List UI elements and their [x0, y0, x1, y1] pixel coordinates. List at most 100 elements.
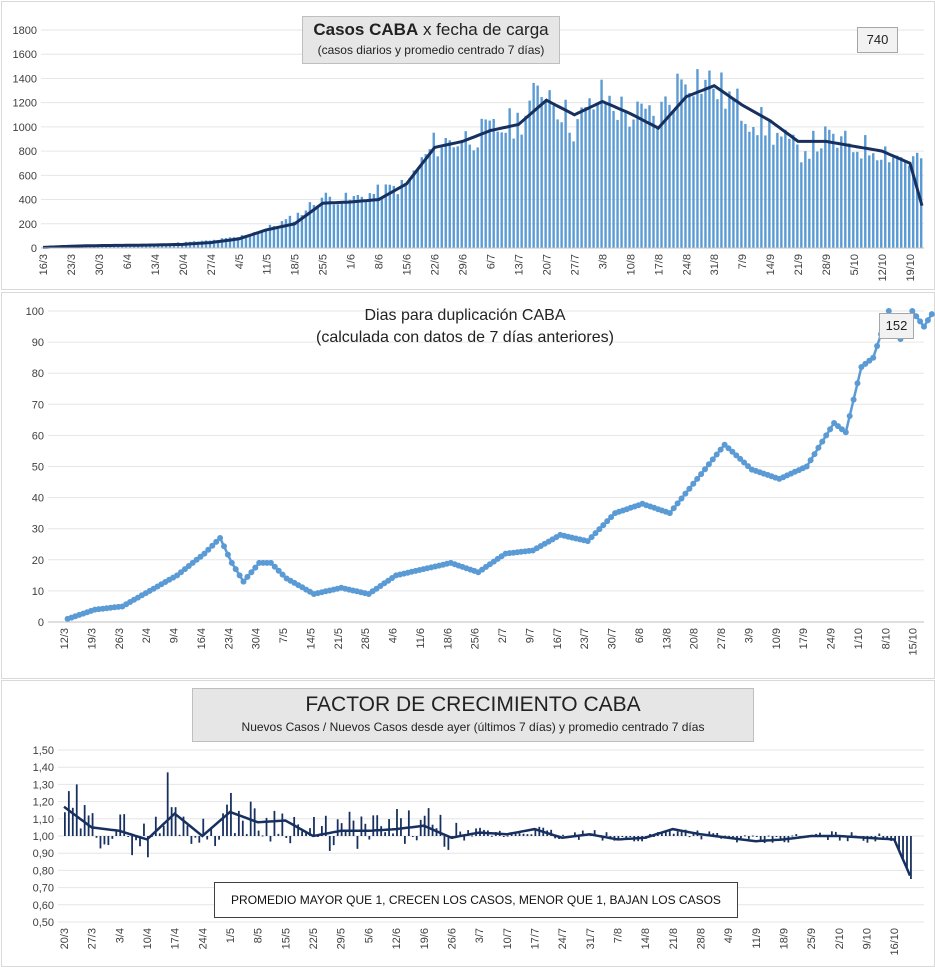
- casos-bar: [404, 183, 407, 248]
- casos-bar: [272, 226, 276, 248]
- casos-bar: [760, 107, 763, 248]
- factor-bar: [518, 833, 521, 836]
- casos-bar: [568, 132, 571, 248]
- factor-bar: [324, 815, 327, 836]
- casos-x-tick-label: 7/9: [737, 254, 749, 269]
- duplicacion-point: [584, 538, 591, 545]
- duplicacion-point: [870, 354, 877, 361]
- casos-bar: [628, 126, 631, 248]
- casos-bar: [916, 152, 919, 248]
- factor-bar: [372, 815, 375, 836]
- casos-bar: [436, 156, 439, 248]
- casos-x-tick-label: 19/10: [905, 254, 917, 282]
- casos-bar: [348, 199, 352, 248]
- factor-bar: [273, 810, 276, 836]
- casos-x-tick-label: 29/6: [458, 254, 470, 275]
- casos-bar: [548, 90, 551, 248]
- factor-bar: [79, 828, 82, 836]
- factor-bar: [388, 819, 390, 836]
- factor-bar: [166, 772, 169, 836]
- casos-bar: [696, 69, 699, 248]
- casos-bar: [880, 159, 883, 248]
- casos-x-tick-label: 22/6: [430, 254, 442, 275]
- casos-bar: [556, 119, 559, 248]
- casos-x-tick-label: 4/5: [234, 254, 246, 269]
- factor-x-tick-label: 3/7: [474, 928, 486, 943]
- casos-bar: [896, 155, 899, 248]
- casos-bar: [804, 151, 807, 248]
- casos-bar: [460, 142, 463, 248]
- casos-bar: [520, 134, 523, 248]
- factor-x-tick-label: 19/6: [419, 928, 431, 949]
- duplicacion-y-tick-label: 80: [32, 368, 44, 380]
- duplicacion-point: [702, 466, 708, 473]
- duplicacion-point: [874, 343, 881, 349]
- casos-bar: [476, 147, 479, 248]
- factor-bar: [471, 835, 473, 837]
- factor-bar: [237, 810, 240, 836]
- casos-x-tick-label: 17/8: [653, 254, 665, 275]
- factor-bar: [779, 836, 782, 841]
- duplicacion-point: [279, 571, 286, 578]
- duplicacion-x-tick-label: 13/8: [661, 628, 673, 649]
- duplicacion-y-tick-label: 50: [32, 462, 44, 474]
- duplicacion-point: [217, 535, 224, 541]
- casos-bar: [244, 235, 248, 248]
- casos-bar: [504, 132, 507, 248]
- casos-bar: [208, 240, 212, 248]
- factor-bar: [234, 833, 236, 836]
- duplicacion-point: [913, 313, 920, 320]
- casos-bar: [612, 110, 615, 248]
- casos-y-tick-label: 800: [19, 146, 37, 158]
- casos-bar: [432, 132, 435, 248]
- factor-bar: [190, 836, 193, 844]
- factor-x-tick-label: 17/4: [170, 928, 182, 949]
- casos-bar: [276, 226, 280, 248]
- duplicacion-x-tick-label: 20/8: [689, 628, 701, 649]
- casos-bar: [660, 101, 663, 248]
- casos-bar: [748, 131, 751, 248]
- factor-bar: [281, 813, 284, 836]
- factor-x-tick-label: 10/7: [502, 928, 514, 949]
- casos-bar: [692, 96, 695, 249]
- factor-bar: [744, 835, 746, 837]
- duplicacion-point: [741, 459, 748, 466]
- factor-x-tick-label: 28/8: [696, 928, 708, 949]
- duplicacion-point: [709, 456, 716, 463]
- factor-bar: [360, 816, 363, 836]
- duplicacion-point: [209, 542, 216, 549]
- factor-bar: [522, 833, 525, 836]
- factor-bar: [629, 836, 632, 837]
- factor-bar: [135, 836, 137, 841]
- casos-bar: [564, 99, 567, 248]
- factor-bar: [186, 825, 189, 836]
- factor-bar: [64, 812, 66, 836]
- factor-bar: [827, 836, 829, 840]
- factor-bar: [668, 829, 671, 836]
- casos-bar: [532, 82, 535, 249]
- factor-bar: [313, 816, 315, 836]
- factor-bar: [728, 835, 730, 837]
- casos-x-tick-label: 15/6: [402, 254, 414, 275]
- duplicacion-point: [205, 546, 212, 553]
- casos-bar: [416, 169, 419, 248]
- factor-bar: [147, 836, 149, 858]
- casos-x-tick-label: 20/4: [178, 254, 190, 275]
- factor-bar: [344, 830, 347, 836]
- duplicacion-point: [924, 317, 931, 324]
- factor-bar: [277, 833, 280, 836]
- duplicacion-y-tick-label: 90: [32, 337, 44, 349]
- duplicacion-chart-title: Dias para duplicación CABA (calculada co…: [250, 305, 680, 349]
- casos-x-tick-label: 11/5: [262, 254, 274, 275]
- duplicacion-point: [275, 567, 282, 574]
- factor-average-line: [63, 805, 912, 877]
- casos-bar: [468, 144, 471, 248]
- casos-x-tick-label: 12/10: [877, 254, 889, 282]
- casos-bar: [800, 162, 803, 248]
- factor-bar: [328, 836, 331, 851]
- casos-bar: [828, 129, 831, 248]
- casos-x-tick-label: 5/10: [849, 254, 861, 275]
- casos-subtitle: (casos diarios y promedio centrado 7 día…: [317, 43, 545, 57]
- casos-x-tick-label: 24/8: [681, 254, 693, 275]
- duplicacion-point: [698, 471, 705, 478]
